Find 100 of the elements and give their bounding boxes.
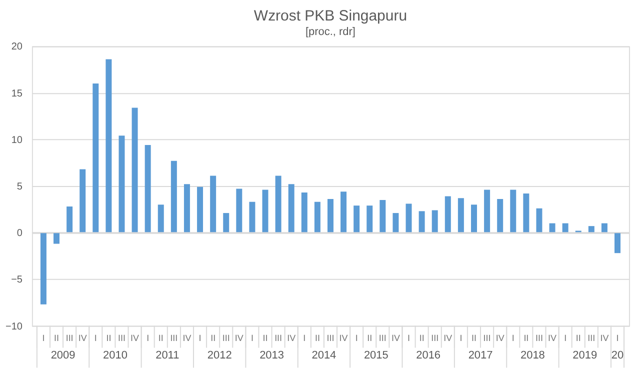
- text: 2015: [364, 350, 388, 362]
- x-tick-label: IV: [130, 332, 140, 343]
- bar: [92, 83, 99, 233]
- x-tick-label: IV: [391, 332, 400, 343]
- y-tick-label: 0: [16, 228, 23, 240]
- x-tick-label: II: [367, 332, 372, 343]
- chart-title: Wzrost PKB Singapuru: [254, 7, 408, 24]
- bar: [588, 226, 594, 233]
- text: 20: [611, 350, 624, 362]
- bar: [314, 202, 320, 233]
- bar: [236, 188, 242, 233]
- bar: [262, 190, 268, 233]
- bar: [470, 204, 477, 233]
- text: 2010: [103, 350, 128, 362]
- x-tick-label: II: [54, 332, 60, 343]
- x-tick-label: I: [250, 332, 254, 343]
- bar: [406, 204, 412, 233]
- y-tick-label: −5: [11, 274, 23, 286]
- x-tick-label: II: [262, 332, 268, 343]
- bar: [223, 213, 230, 233]
- x-tick-label: IV: [496, 332, 504, 343]
- text: 2012: [207, 350, 232, 362]
- x-tick-label: I: [616, 332, 619, 343]
- bar: [549, 223, 556, 233]
- bar: [536, 208, 542, 233]
- bar: [66, 206, 73, 233]
- x-tick-label: III: [535, 332, 543, 343]
- x-tick-label: III: [274, 332, 282, 343]
- bar: [40, 232, 46, 304]
- y-tick-label: 5: [16, 181, 23, 192]
- x-tick-label: III: [118, 332, 126, 343]
- x-tick-label: IV: [600, 332, 609, 343]
- y-tick-label: −10: [6, 321, 23, 332]
- bar: [418, 211, 425, 233]
- x-tick-label: I: [198, 332, 202, 343]
- bar: [170, 160, 177, 233]
- bar: [366, 206, 373, 233]
- bar: [601, 223, 608, 233]
- x-tick-label: I: [512, 332, 514, 343]
- bar: [54, 232, 60, 244]
- bar: [614, 232, 620, 254]
- text: 2016: [416, 350, 441, 362]
- bar: [444, 196, 451, 233]
- bar: [510, 190, 516, 233]
- x-tick-label: III: [378, 332, 386, 343]
- bar: [80, 169, 86, 233]
- x-tick-label: IV: [234, 332, 244, 343]
- bar: [523, 193, 530, 233]
- bar: [354, 206, 360, 233]
- x-tick-label: III: [66, 332, 74, 343]
- x-tick-label: I: [460, 332, 462, 343]
- x-tick-label: III: [170, 332, 178, 343]
- bar: [327, 199, 334, 233]
- bar: [184, 184, 190, 233]
- x-tick-label: III: [431, 332, 439, 343]
- x-tick-label: II: [576, 332, 581, 343]
- bar: [497, 199, 504, 233]
- text: 2018: [520, 350, 545, 362]
- bar: [275, 176, 282, 233]
- x-tick-label: II: [524, 332, 529, 343]
- bar: [249, 202, 256, 233]
- y-tick-label: 10: [11, 134, 23, 146]
- x-tick-label: I: [355, 332, 358, 343]
- bar: [132, 108, 138, 233]
- x-tick-label: IV: [182, 332, 192, 343]
- x-tick-label: IV: [548, 332, 557, 343]
- bar: [432, 210, 438, 233]
- y-tick-label: 20: [11, 42, 23, 53]
- bar: [458, 198, 464, 233]
- x-tick-label: I: [303, 332, 306, 343]
- x-tick-label: III: [326, 332, 334, 343]
- bar: [392, 213, 399, 233]
- x-tick-label: II: [314, 332, 320, 343]
- x-tick-label: IV: [78, 332, 87, 343]
- x-tick-label: IV: [444, 332, 452, 343]
- text: 2013: [260, 350, 284, 362]
- text: 2017: [468, 350, 493, 362]
- x-tick-label: I: [564, 332, 567, 343]
- text: 2009: [50, 350, 76, 362]
- x-tick-label: II: [106, 332, 112, 343]
- x-tick-label: III: [483, 332, 491, 343]
- x-tick-label: I: [42, 332, 45, 343]
- x-tick-label: I: [94, 332, 97, 343]
- x-tick-label: II: [419, 332, 424, 343]
- x-tick-label: II: [472, 332, 476, 343]
- bar: [301, 192, 308, 233]
- chart-subtitle: [proc., rdr]: [305, 26, 356, 38]
- x-tick-label: IV: [287, 332, 296, 343]
- x-tick-label: II: [210, 332, 216, 343]
- x-tick-label: II: [158, 332, 164, 343]
- x-tick-label: I: [408, 332, 410, 343]
- x-tick-label: I: [146, 332, 150, 343]
- bar: [118, 136, 125, 233]
- y-tick-label: 15: [11, 88, 23, 100]
- bar: [380, 200, 386, 233]
- bar: [340, 192, 347, 233]
- bar: [106, 59, 112, 233]
- bar: [144, 145, 151, 233]
- bar: [197, 186, 204, 233]
- bar: [210, 176, 216, 233]
